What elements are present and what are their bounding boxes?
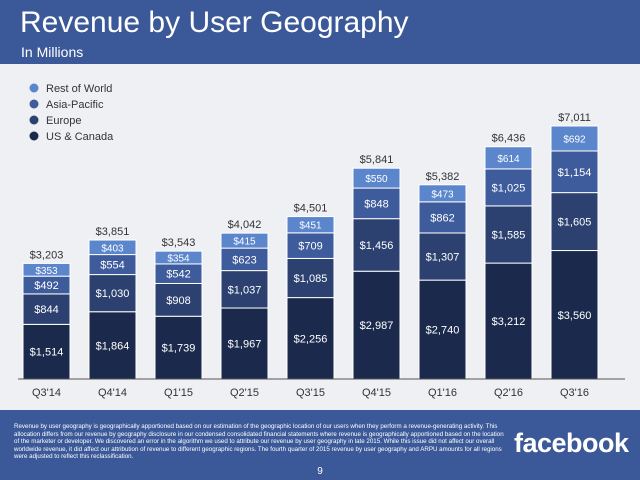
x-tick-label: Q2'16 — [494, 387, 523, 399]
x-tick-label: Q4'15 — [362, 387, 391, 399]
segment-data-label: $554 — [100, 260, 124, 272]
bar-segment — [286, 257, 335, 299]
bar-segment — [286, 216, 335, 234]
segment-data-label: $403 — [101, 243, 124, 254]
page-number: 9 — [317, 466, 323, 477]
bar-total-label: $4,501 — [294, 203, 328, 215]
bar-total-label: $3,851 — [96, 226, 130, 238]
bar-segment — [220, 307, 269, 380]
legend-marker — [29, 99, 39, 109]
bar-segment — [484, 146, 533, 170]
legend-label: Europe — [46, 115, 81, 127]
x-tick-label: Q3'16 — [560, 387, 589, 399]
bar-segment — [154, 250, 203, 265]
bar-segment — [352, 270, 401, 380]
bar-total-label: $5,841 — [360, 154, 394, 166]
segment-data-label: $623 — [232, 254, 256, 266]
bar-total-label: $3,543 — [162, 237, 196, 249]
x-tick-label: Q3'15 — [296, 387, 325, 399]
bar-segment — [88, 239, 137, 256]
bar-segment — [550, 150, 599, 194]
segment-data-label: $1,456 — [360, 240, 394, 252]
segment-data-label: $354 — [167, 254, 190, 265]
segment-data-label: $550 — [365, 174, 388, 185]
segment-data-label: $2,740 — [426, 325, 460, 337]
bar-total-label: $3,203 — [30, 249, 64, 261]
bar-total-label: $6,436 — [492, 133, 526, 145]
x-tick-label: Q4'14 — [98, 387, 127, 399]
segment-data-label: $1,025 — [492, 182, 526, 194]
segment-data-label: $1,514 — [30, 347, 64, 359]
bar-segment — [352, 167, 401, 189]
chart-subtitle: In Millions — [21, 44, 84, 60]
bar-segment — [286, 297, 335, 380]
bar-segment — [550, 192, 599, 252]
segment-data-label: $1,030 — [96, 288, 130, 300]
bar-segment — [418, 232, 467, 281]
x-tick-label: Q1'15 — [164, 387, 193, 399]
header-banner: Revenue by User Geography In Millions — [0, 0, 640, 64]
legend-marker — [29, 115, 39, 125]
legend-label: Rest of World — [46, 83, 112, 95]
legend-label: Asia-Pacific — [46, 99, 104, 111]
segment-data-label: $2,256 — [294, 333, 328, 345]
segment-data-label: $1,864 — [96, 340, 130, 352]
bar-segment — [484, 205, 533, 264]
footnote-text: Revenue by user geography is geographica… — [14, 423, 504, 461]
legend-marker — [29, 131, 39, 141]
segment-data-label: $1,585 — [492, 229, 526, 241]
stacked-bar-chart: $1,514 $844 $492 $353 $3,203 Q3'14 $1,864 $1,03… — [18, 83, 625, 399]
bar-total-label: $5,382 — [426, 171, 460, 183]
segment-data-label: $692 — [563, 134, 586, 145]
bar-segment — [22, 262, 71, 277]
segment-data-label: $1,307 — [426, 252, 460, 264]
bar-segment — [418, 184, 467, 203]
bar-segment — [550, 125, 599, 152]
bar-segment — [220, 232, 269, 249]
segment-data-label: $415 — [233, 237, 256, 248]
segment-data-label: $1,154 — [558, 167, 592, 179]
segment-data-label: $1,037 — [228, 284, 262, 296]
segment-data-label: $1,739 — [162, 343, 196, 355]
bar-segment — [88, 311, 137, 380]
segment-data-label: $1,967 — [228, 339, 262, 351]
segment-data-label: $3,212 — [492, 316, 526, 328]
footer-banner: Revenue by user geography is geographica… — [0, 410, 640, 480]
segment-data-label: $353 — [35, 266, 58, 277]
segment-data-label: $492 — [34, 280, 58, 292]
bar-segment — [550, 250, 599, 380]
legend-marker — [29, 83, 39, 93]
bar-total-label: $4,042 — [228, 219, 262, 231]
segment-data-label: $542 — [166, 269, 190, 281]
bar-segment — [352, 187, 401, 220]
segment-data-label: $709 — [298, 241, 322, 253]
segment-data-label: $2,987 — [360, 320, 394, 332]
bar-segment — [352, 218, 401, 272]
x-tick-label: Q3'14 — [32, 387, 61, 399]
segment-data-label: $614 — [497, 154, 520, 165]
segment-data-label: $3,560 — [558, 310, 592, 322]
segment-data-label: $1,085 — [294, 273, 328, 285]
segment-data-label: $1,605 — [558, 217, 592, 229]
bar-total-label: $7,011 — [558, 112, 591, 124]
bar-segment — [22, 323, 71, 380]
segment-data-label: $862 — [430, 212, 454, 224]
x-tick-label: Q2'15 — [230, 387, 259, 399]
chart-title: Revenue by User Geography — [20, 6, 409, 39]
segment-data-label: $451 — [299, 221, 322, 232]
segment-data-label: $844 — [34, 304, 58, 316]
segment-data-label: $473 — [431, 189, 454, 200]
bar-segment — [154, 282, 203, 317]
legend-label: US & Canada — [46, 131, 114, 143]
x-tick-label: Q1'16 — [428, 387, 457, 399]
chart-area: $1,514 $844 $492 $353 $3,203 Q3'14 $1,864 $1,03… — [0, 64, 640, 410]
facebook-logo: facebook — [514, 428, 629, 458]
bar-segment — [22, 293, 71, 325]
segment-data-label: $908 — [166, 295, 190, 307]
segment-data-label: $848 — [364, 198, 388, 210]
